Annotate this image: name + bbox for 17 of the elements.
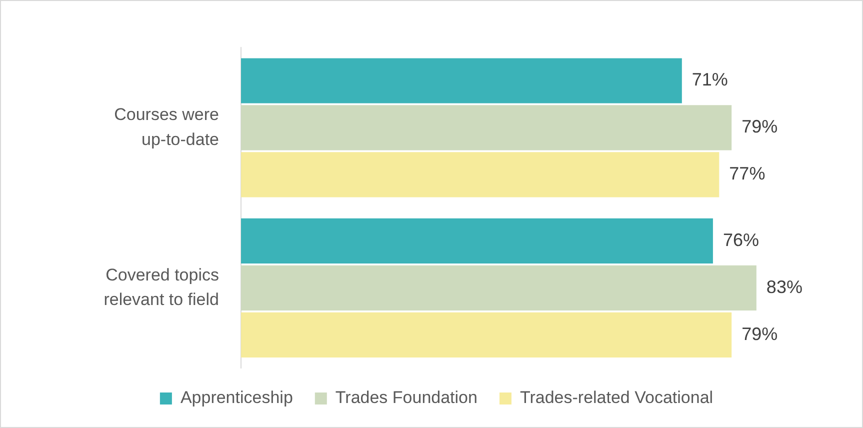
bar [241,218,713,264]
bar [241,58,682,104]
legend-label: Trades Foundation [335,388,478,408]
data-label: 79% [742,116,778,137]
data-label: 83% [766,276,802,297]
legend-label: Apprenticeship [180,388,293,408]
bar [241,312,732,358]
bar [241,105,732,150]
data-label: 79% [742,324,778,344]
legend-label: Trades-related Vocational [520,388,714,408]
y-tick-label: Covered topics relevant to field [104,265,219,309]
data-label: 76% [722,230,759,250]
bar [241,152,720,198]
y-tick-label: Courses were up-to-date [114,105,219,149]
data-label: 77% [729,164,766,184]
bar [241,265,756,310]
data-label: 71% [692,70,728,90]
